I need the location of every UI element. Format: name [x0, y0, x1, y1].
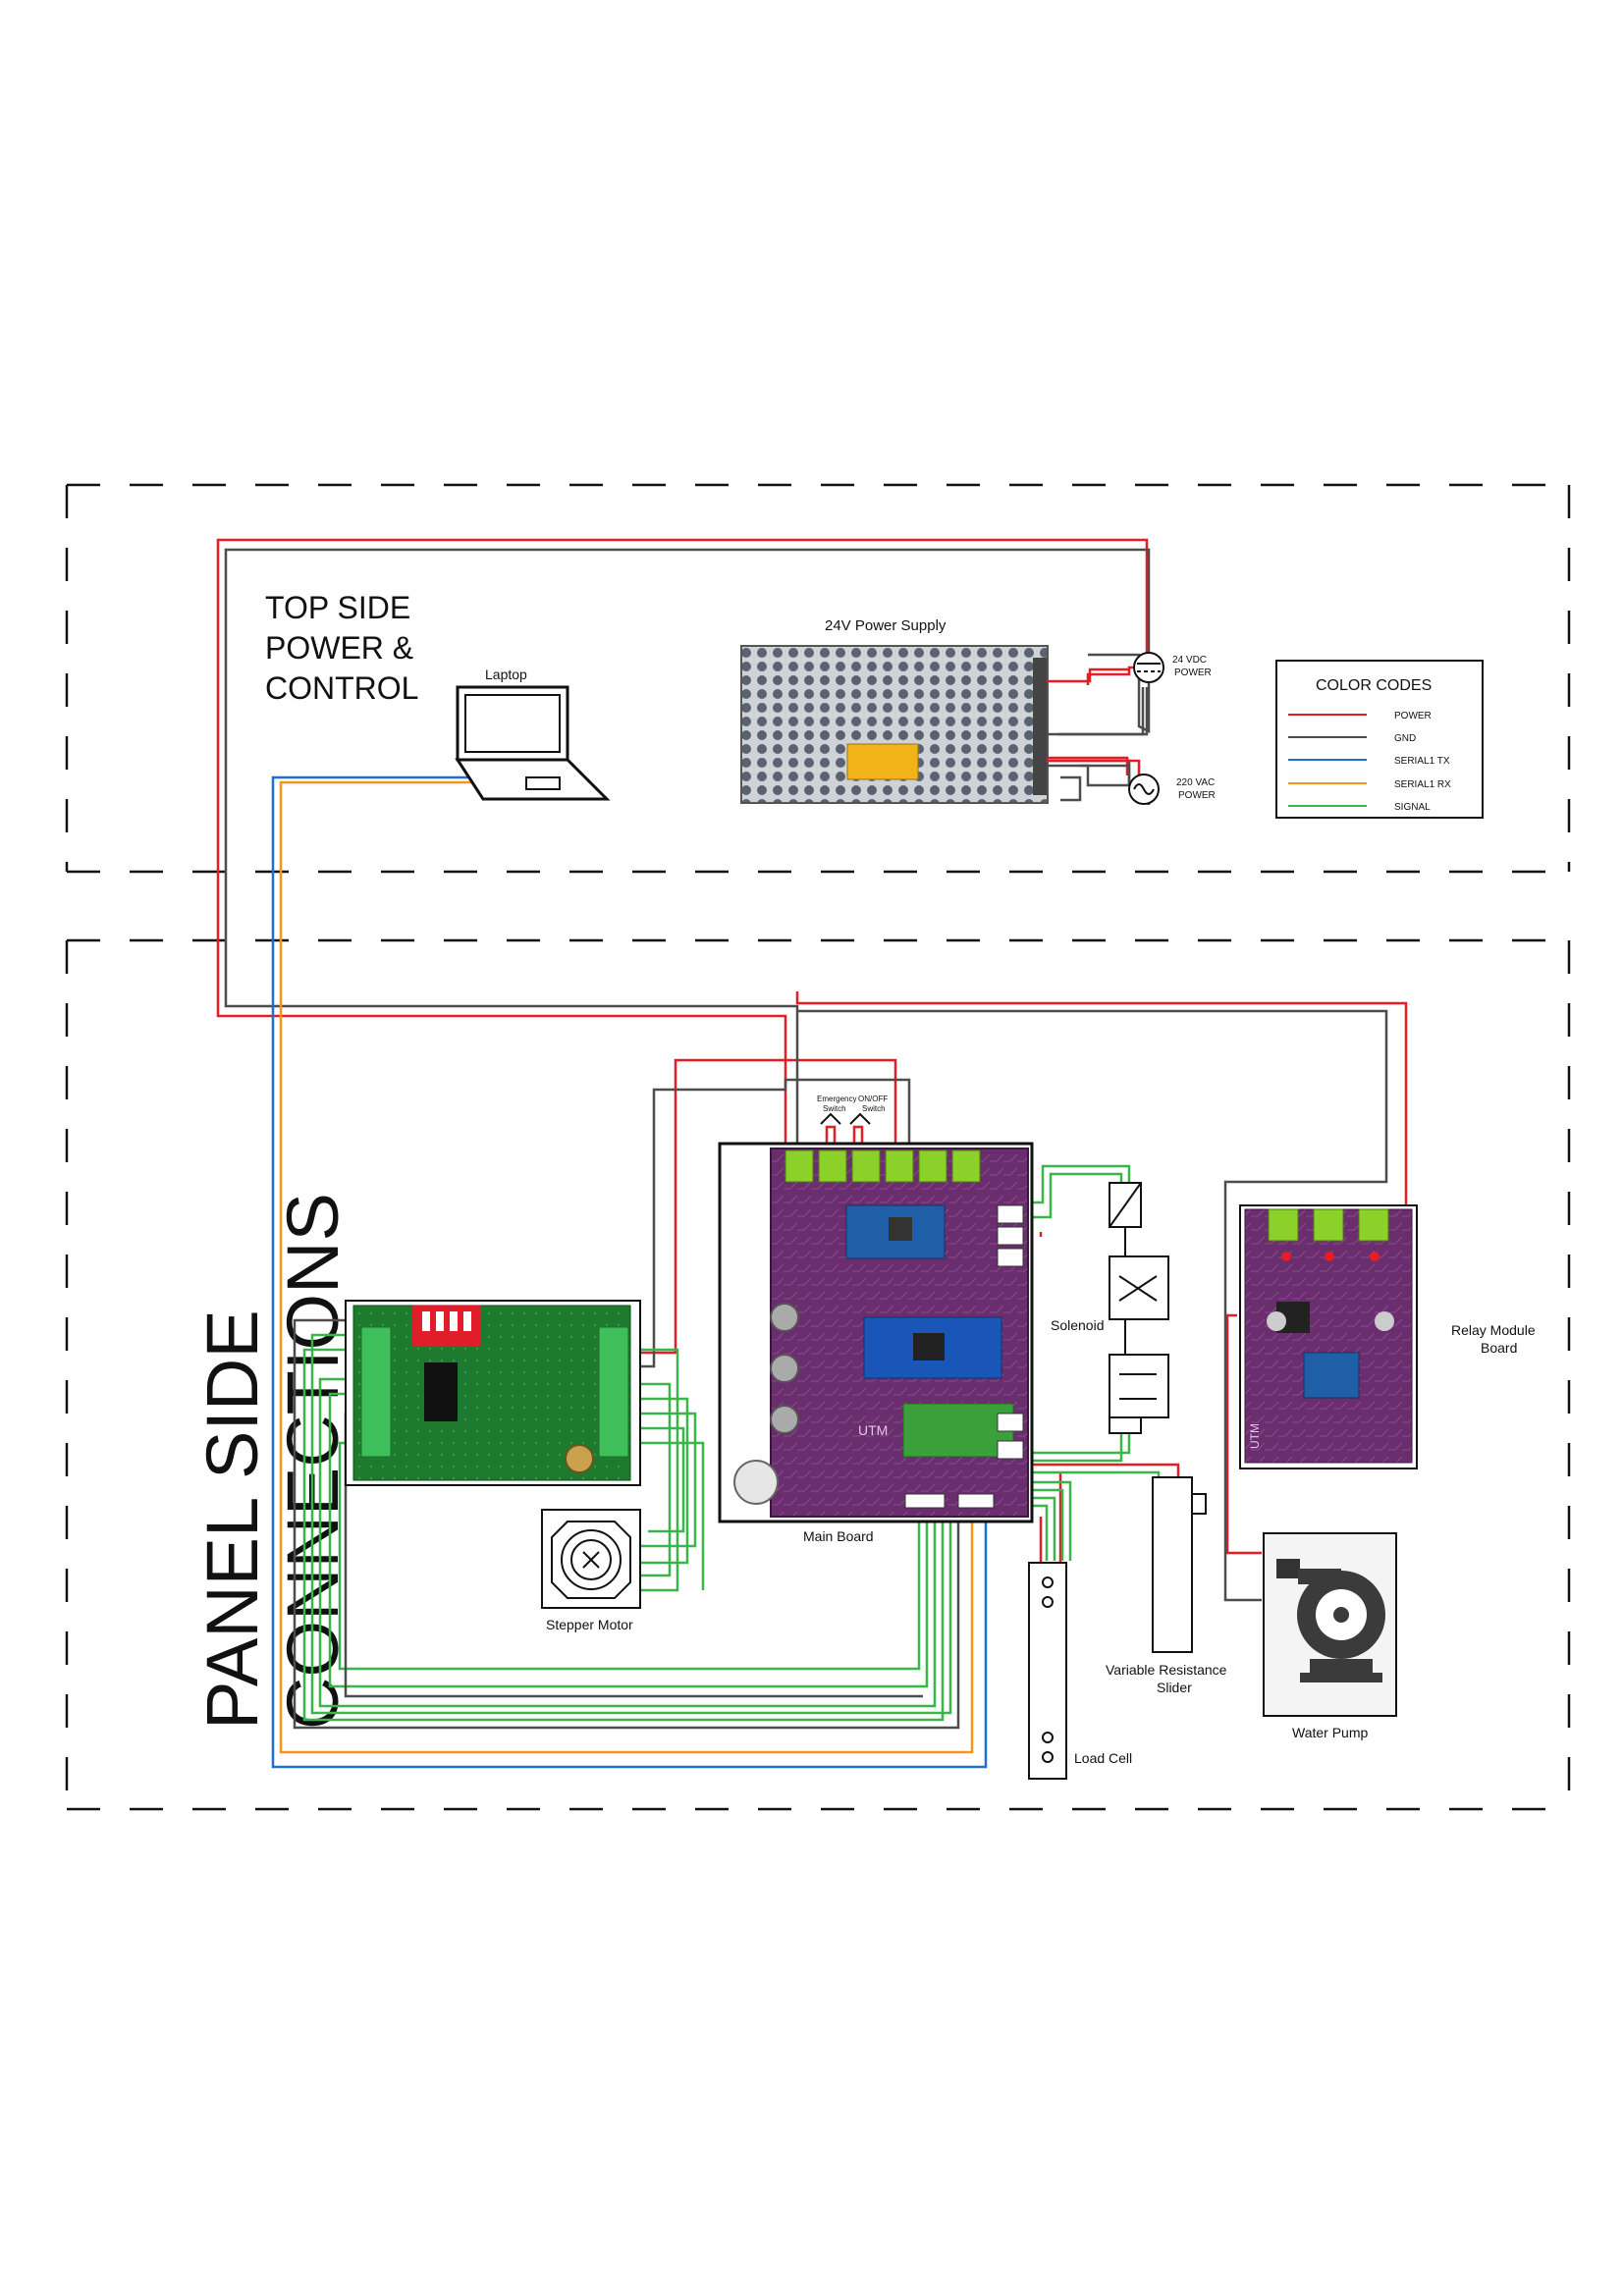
svg-text:SERIAL1 RX: SERIAL1 RX — [1394, 779, 1451, 790]
svg-text:ON/OFF: ON/OFF — [858, 1095, 888, 1103]
svg-text:POWER: POWER — [1174, 667, 1212, 678]
svg-text:SIGNAL: SIGNAL — [1394, 802, 1431, 813]
water-pump: Water Pump — [1263, 1532, 1397, 1740]
main-board: UTM Main Board — [718, 1142, 1034, 1544]
onoff-switch: ON/OFF Switch — [849, 1095, 888, 1125]
svg-text:POWER &: POWER & — [265, 630, 413, 666]
solenoid: Solenoid — [1051, 1182, 1169, 1434]
svg-text:Relay Module: Relay Module — [1451, 1322, 1536, 1338]
svg-text:Switch: Switch — [862, 1104, 886, 1113]
legend-item: SIGNAL — [1288, 802, 1431, 813]
top-section-frame — [65, 483, 1571, 874]
legend-item: SERIAL1 TX — [1288, 756, 1450, 767]
svg-text:CONTROL: CONTROL — [265, 670, 418, 706]
main-board-label: Main Board — [803, 1528, 874, 1544]
panel-section-frame — [65, 938, 1571, 1811]
svg-text:Slider: Slider — [1157, 1680, 1192, 1695]
laptop: Laptop — [455, 667, 611, 801]
svg-text:Switch: Switch — [823, 1104, 846, 1113]
legend-item: POWER — [1288, 711, 1432, 721]
serial-tx-wire — [271, 775, 988, 1769]
emergency-switch: Emergency Switch — [817, 1095, 856, 1125]
stepper-motor: Stepper Motor — [541, 1509, 641, 1632]
water-pump-label: Water Pump — [1292, 1725, 1368, 1740]
relay-board-utm-mark: UTM — [1248, 1423, 1262, 1449]
ac-power-symbol: 220 VAC POWER — [1128, 774, 1216, 805]
ground-wires — [224, 548, 1388, 1602]
serial-rx-wire — [279, 780, 974, 1754]
svg-text:TOP SIDE: TOP SIDE — [265, 590, 410, 625]
legend-title: COLOR CODES — [1316, 677, 1432, 694]
power-supply: 24V Power Supply — [740, 617, 1049, 804]
dc-power-symbol: 24 VDC POWER — [1133, 652, 1212, 683]
main-board-utm-mark: UTM — [858, 1422, 888, 1438]
main-board-terminals — [784, 1149, 981, 1183]
svg-text:GND: GND — [1394, 733, 1416, 744]
variable-resistance-slider: Variable Resistance Slider — [1106, 1476, 1227, 1695]
power-supply-label: 24V Power Supply — [825, 617, 947, 634]
svg-text:SERIAL1 TX: SERIAL1 TX — [1394, 756, 1450, 767]
solenoid-label: Solenoid — [1051, 1317, 1105, 1333]
load-cell-label: Load Cell — [1074, 1750, 1132, 1766]
svg-text:Emergency: Emergency — [817, 1095, 856, 1103]
psu-output-wires — [1047, 667, 1149, 783]
svg-text:Board: Board — [1481, 1340, 1517, 1356]
stepper-driver-board — [345, 1300, 641, 1486]
legend-item: SERIAL1 RX — [1288, 779, 1451, 790]
stepper-motor-label: Stepper Motor — [546, 1617, 633, 1632]
svg-text:Variable Resistance: Variable Resistance — [1106, 1662, 1227, 1678]
svg-text:24 VDC: 24 VDC — [1172, 655, 1207, 666]
color-legend: COLOR CODES POWER GND SERIAL1 TX SERIAL1… — [1275, 660, 1484, 819]
top-section-title: TOP SIDE POWER & CONTROL — [265, 590, 418, 706]
svg-text:220 VAC: 220 VAC — [1176, 777, 1215, 788]
legend-item: GND — [1288, 733, 1416, 744]
load-cell: Load Cell — [1028, 1562, 1132, 1780]
ac-wires-red — [1041, 756, 1129, 775]
svg-text:POWER: POWER — [1394, 711, 1432, 721]
svg-text:PANEL SIDE: PANEL SIDE — [191, 1309, 273, 1730]
svg-text:POWER: POWER — [1178, 790, 1216, 801]
laptop-label: Laptop — [485, 667, 527, 682]
relay-module-board: UTM Relay Module Board — [1239, 1204, 1536, 1469]
power-wires — [216, 538, 1408, 1580]
